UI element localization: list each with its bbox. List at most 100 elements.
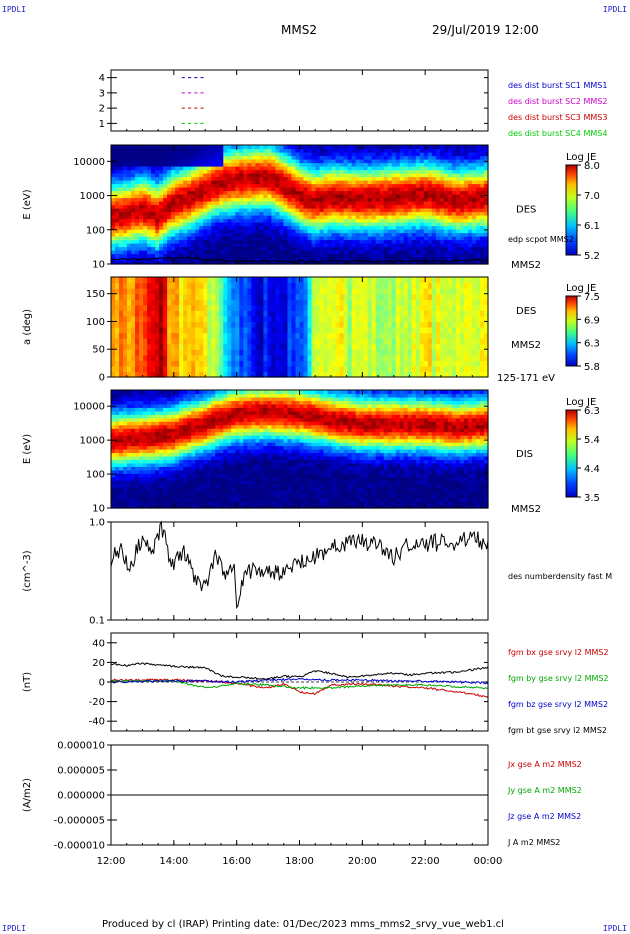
spectrogram-cell	[439, 183, 445, 188]
spectrogram-cell	[403, 159, 409, 164]
spectrogram-cell	[355, 236, 361, 241]
spectrogram-cell	[191, 431, 196, 436]
spectrogram-cell	[307, 169, 313, 174]
spectrogram-cell	[155, 497, 160, 502]
spectrogram-cell	[143, 187, 148, 192]
spectrogram-cell	[115, 148, 120, 153]
spectrogram-cell	[143, 452, 148, 457]
spectrogram-cell	[299, 490, 305, 495]
spectrogram-cell	[179, 236, 184, 241]
spectrogram-cell	[155, 215, 160, 220]
spectrogram-cell	[311, 428, 317, 433]
spectrogram-cell	[231, 197, 236, 202]
spectrogram-cell	[459, 155, 465, 160]
spectrogram-cell	[179, 469, 184, 474]
spectrogram-cell	[195, 473, 200, 478]
spectrogram-cell	[211, 215, 216, 220]
spectrogram-cell	[283, 424, 289, 429]
spectrogram-cell	[423, 201, 429, 206]
spectrogram-cell	[187, 180, 192, 185]
spectrogram-cell	[251, 459, 256, 464]
spectrogram-cell	[315, 428, 321, 433]
spectrogram-cell	[131, 473, 136, 478]
spectrogram-cell	[251, 166, 256, 171]
spectrogram-cell	[323, 187, 329, 192]
spectrogram-cell	[187, 487, 192, 492]
spectrogram-cell	[243, 462, 248, 467]
spectrogram-cell	[127, 218, 132, 223]
spectrogram-cell	[371, 183, 377, 188]
spectrogram-cell	[463, 187, 469, 192]
spectrogram-cell	[311, 476, 317, 481]
spectrogram-cell	[167, 211, 172, 216]
spectrogram-cell	[455, 204, 461, 209]
spectrogram-cell	[191, 194, 196, 199]
spectrogram-cell	[367, 257, 373, 262]
spectrogram-cell	[131, 173, 136, 178]
spectrogram-cell	[199, 501, 204, 506]
spectrogram-cell	[311, 152, 317, 157]
spectrogram-cell	[287, 222, 293, 227]
spectrogram-cell	[123, 152, 128, 157]
spectrogram-cell	[259, 466, 265, 471]
spectrogram-cell	[123, 229, 128, 234]
spectrogram-cell	[155, 145, 160, 150]
spectrogram-cell	[223, 257, 228, 262]
spectrogram-cell	[167, 480, 172, 485]
spectrogram-cell	[179, 180, 184, 185]
spectrogram-cell	[431, 180, 437, 185]
spectrogram-cell	[191, 169, 196, 174]
spectrogram-cell	[131, 490, 136, 495]
spectrogram-cell	[455, 243, 461, 248]
spectrogram-cell	[191, 155, 196, 160]
spectrogram-cell	[287, 257, 293, 262]
spectrogram-cell	[139, 208, 144, 213]
spectrogram-cell	[131, 246, 136, 251]
spectrogram-cell	[323, 173, 329, 178]
spectrogram-cell	[435, 166, 441, 171]
spectrogram-cell	[187, 190, 192, 195]
spectrogram-cell	[299, 424, 305, 429]
spectrogram-cell	[371, 148, 377, 153]
spectrogram-cell	[275, 390, 281, 395]
spectrogram-cell	[223, 190, 228, 195]
spectrogram-cell	[251, 407, 256, 412]
spectrogram-cell	[279, 197, 285, 202]
spectrogram-cell	[167, 166, 172, 171]
spectrogram-cell	[179, 145, 184, 150]
spectrogram-cell	[203, 410, 208, 415]
spectrogram-cell	[375, 257, 381, 262]
spectrogram-cell	[207, 243, 212, 248]
spectrogram-cell	[151, 494, 156, 499]
spectrogram-cell	[423, 176, 429, 181]
spectrogram-cell	[259, 400, 265, 405]
spectrogram-cell	[167, 208, 172, 213]
spectrogram-cell	[239, 176, 244, 181]
spectrogram-cell	[287, 173, 293, 178]
spectrogram-cell	[135, 480, 140, 485]
spectrogram-cell	[331, 194, 337, 199]
spectrogram-cell	[239, 229, 244, 234]
spectrogram-cell	[347, 222, 353, 227]
spectrogram-cell	[151, 250, 156, 255]
spectrogram-cell	[347, 201, 353, 206]
spectrogram-cell	[247, 438, 252, 443]
spectrogram-cell	[207, 183, 212, 188]
spectrogram-cell	[115, 218, 120, 223]
spectrogram-cell	[395, 166, 401, 171]
spectrogram-cell	[179, 197, 184, 202]
spectrogram-cell	[151, 473, 156, 478]
spectrogram-cell	[155, 246, 160, 251]
spectrogram-cell	[267, 201, 273, 206]
spectrogram-cell	[279, 424, 285, 429]
spectrogram-cell	[199, 431, 204, 436]
spectrogram-cell	[271, 435, 277, 440]
spectrogram-cell	[259, 169, 265, 174]
spectrogram-cell	[451, 162, 457, 167]
spectrogram-cell	[215, 455, 220, 461]
spectrogram-cell	[407, 222, 413, 227]
spectrogram-cell	[151, 424, 156, 429]
spectrogram-cell	[363, 166, 369, 171]
spectrogram-cell	[415, 225, 421, 230]
spectrogram-cell	[159, 410, 164, 415]
